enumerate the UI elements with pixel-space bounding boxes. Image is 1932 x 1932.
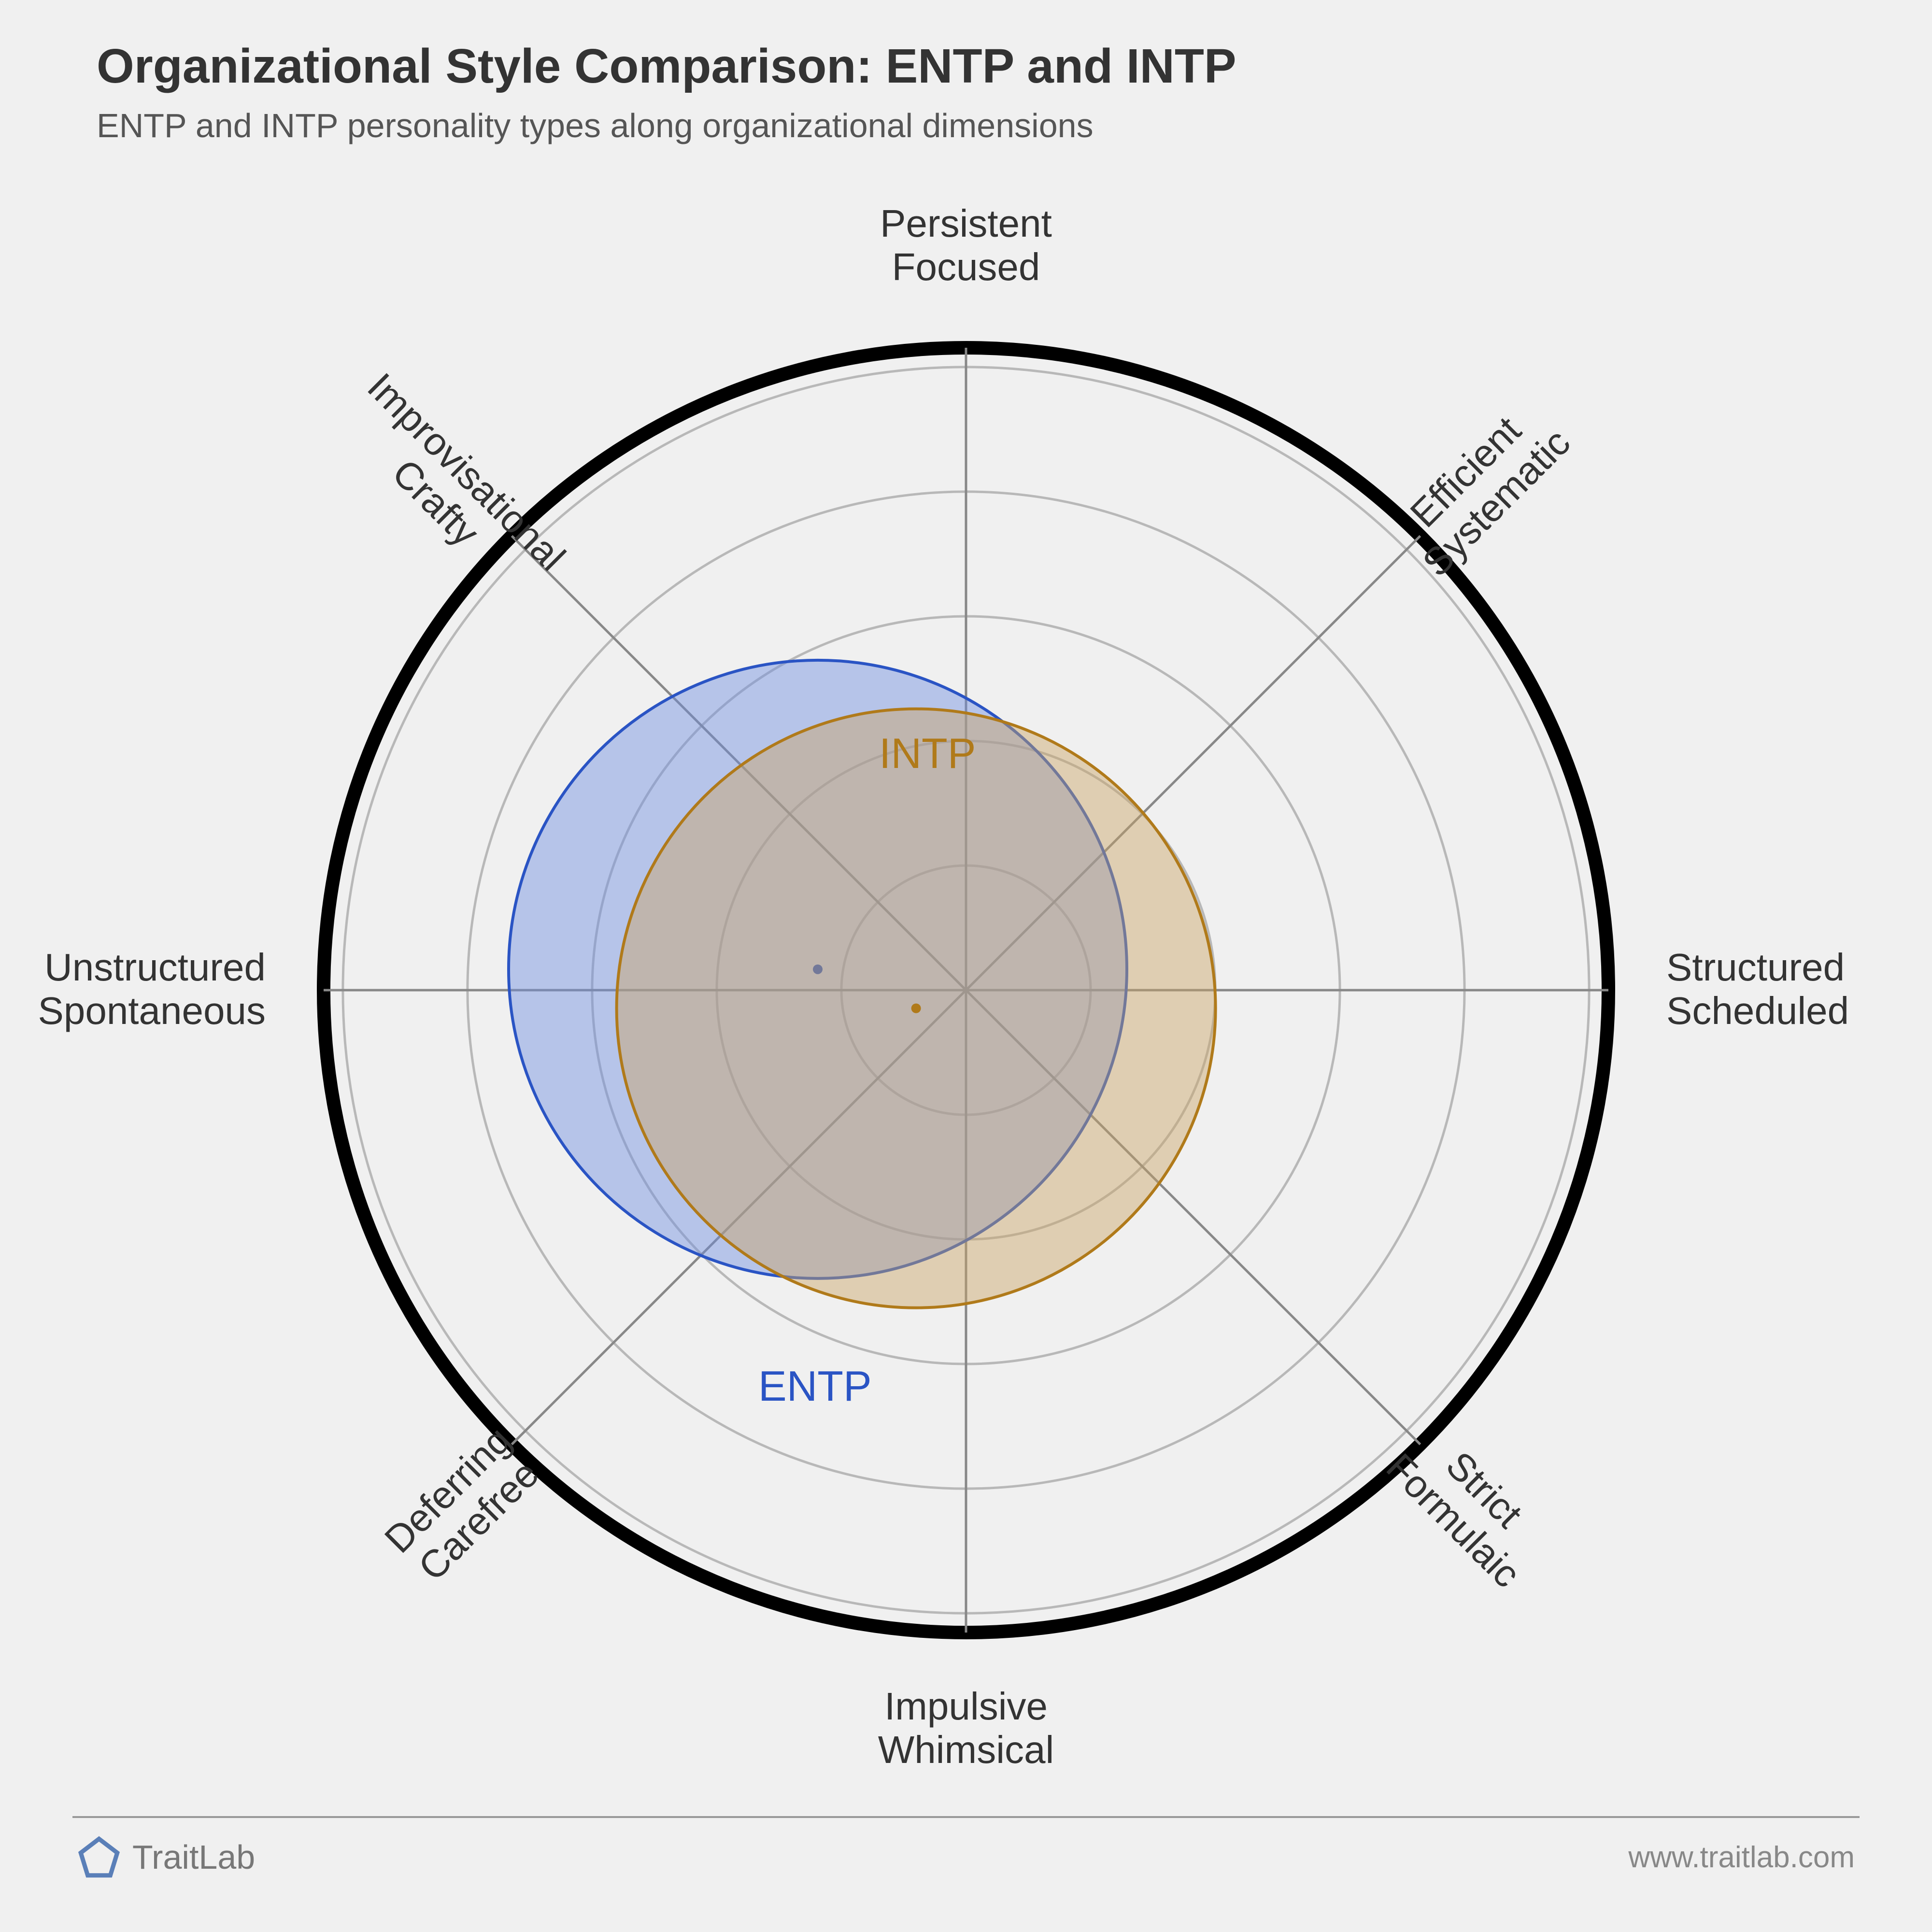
axis-label: Unstructured [44, 946, 266, 989]
footer-brand-text: TraitLab [132, 1838, 255, 1876]
axis-label: Persistent [880, 202, 1052, 245]
axis-label: Whimsical [878, 1728, 1054, 1771]
axis-label: Spontaneous [38, 989, 266, 1032]
footer-brand: TraitLab [77, 1835, 255, 1879]
axis-label-group: StrictFormulaic [1378, 1415, 1560, 1596]
axis-label-group: StructuredScheduled [1666, 946, 1849, 1032]
axis-label-group: DeferringCarefree [376, 1418, 550, 1591]
footer-url: www.traitlab.com [1628, 1840, 1855, 1875]
traitlab-logo-icon [77, 1835, 121, 1879]
axis-label: Improvisational [359, 365, 573, 579]
series-dot-intp [911, 1004, 921, 1013]
radar-chart: PersistentFocusedEfficientSystematicStru… [0, 0, 1932, 1932]
axis-label-group: PersistentFocused [880, 202, 1052, 288]
axis-label: Impulsive [884, 1685, 1048, 1728]
series-label-entp: ENTP [758, 1362, 872, 1410]
axis-label-group: ImpulsiveWhimsical [878, 1685, 1054, 1771]
axis-label: Focused [892, 245, 1040, 288]
axis-label-group: UnstructuredSpontaneous [38, 946, 266, 1032]
axis-label: Structured [1666, 946, 1845, 989]
footer-divider [72, 1816, 1860, 1818]
axis-label: Scheduled [1666, 989, 1849, 1032]
axis-label-group: ImprovisationalCrafty [329, 365, 574, 610]
series-label-intp: INTP [879, 729, 976, 777]
